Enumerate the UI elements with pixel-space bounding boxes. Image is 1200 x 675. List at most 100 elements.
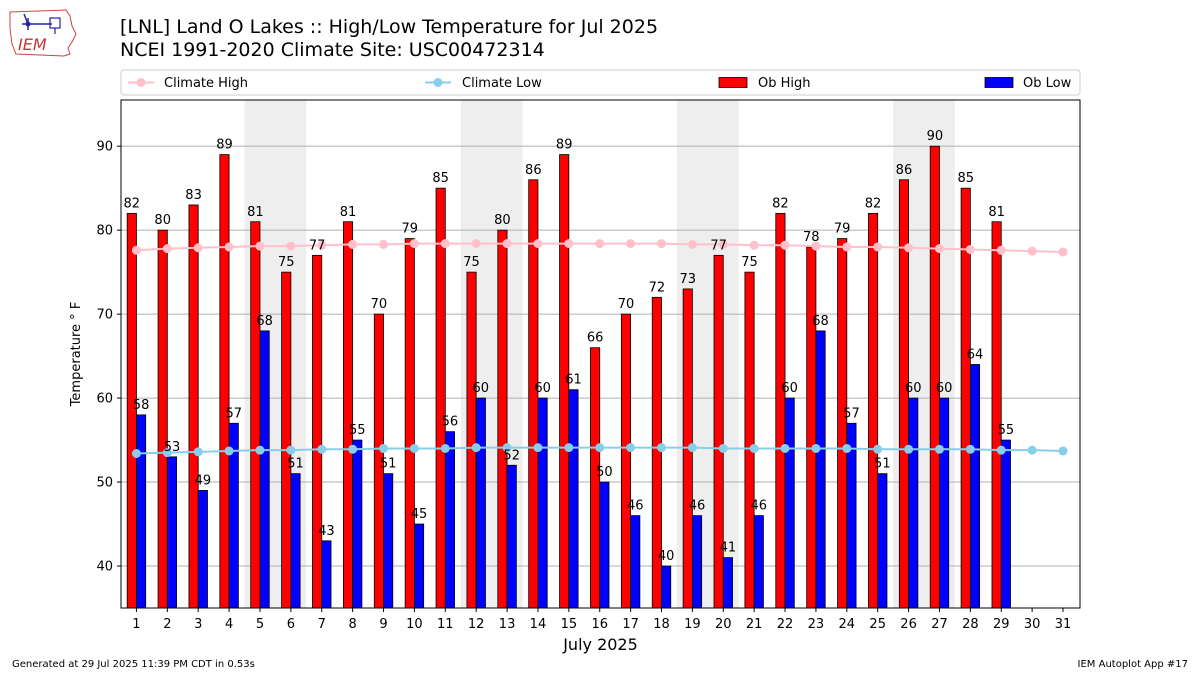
y-tick-label: 70 [96,308,113,323]
climate-low-point [502,443,512,453]
climate-low-point [656,443,666,453]
legend-ob-high-label: Ob High [758,76,811,91]
climate-low-point [379,443,389,453]
x-tick-label: 3 [194,617,202,632]
legend-climate-low-marker [433,78,443,87]
legend-ob-low-label: Ob Low [1023,76,1072,91]
climate-high-point [379,239,389,249]
ob-high-bar [404,238,415,609]
climate-high-point [348,239,358,249]
ob-low-label: 51 [874,457,891,472]
ob-high-label: 82 [865,196,882,211]
ob-low-label: 56 [442,415,459,430]
ob-low-bar [630,515,641,609]
climate-low-point [842,443,852,453]
ob-low-bar [475,397,486,609]
climate-low-point [811,443,821,453]
ob-high-label: 80 [154,213,171,228]
ob-high-bar [188,204,199,609]
ob-high-bar [744,271,755,609]
ob-high-label: 66 [587,331,604,346]
ob-high-bar [219,154,230,609]
ob-low-label: 41 [720,541,737,556]
climate-high-point [471,239,481,249]
legend-ob-high-swatch [718,77,748,88]
climate-low-point [718,443,728,453]
ob-high-label: 89 [216,138,233,153]
ob-low-bar [383,473,394,609]
climate-high-point [626,239,636,249]
ob-high-label: 75 [278,255,295,270]
climate-low-point [595,443,605,453]
climate-low-point [873,444,883,454]
climate-low-point [255,445,265,455]
climate-low-point [533,443,543,453]
ob-low-bar [197,490,208,609]
climate-low-point [317,444,327,454]
climate-low-point [193,447,203,457]
x-tick-label: 17 [622,617,639,632]
ob-low-label: 68 [812,314,829,329]
x-axis-label: July 2025 [562,635,638,654]
x-tick-label: 19 [684,617,701,632]
ob-high-bar [342,221,354,609]
ob-low-label: 46 [751,499,768,514]
ob-high-bar [157,229,168,609]
climate-high-point [595,239,605,249]
legend-climate-high-marker [136,78,146,87]
ob-high-bar [466,271,477,609]
x-tick-label: 9 [379,617,387,632]
ob-high-bar [281,271,292,609]
ob-low-bar [537,397,548,609]
climate-high-point [317,240,327,250]
ob-high-label: 73 [679,272,696,287]
ob-low-bar [691,515,703,609]
climate-low-point [934,444,944,454]
climate-low-point [348,444,358,454]
climate-low-point [749,443,759,453]
climate-high-point [873,242,883,252]
generated-timestamp: Generated at 29 Jul 2025 11:39 PM CDT in… [12,659,255,670]
ob-high-label: 85 [432,171,449,186]
ob-high-label: 77 [309,238,326,253]
climate-low-point [162,448,172,458]
ob-low-bar [321,540,332,609]
climate-high-point [286,241,296,251]
climate-high-point [193,243,203,253]
x-tick-label: 31 [1055,617,1072,632]
ob-low-label: 51 [380,457,397,472]
y-tick-label: 90 [96,140,113,155]
ob-low-label: 60 [905,381,922,396]
climate-low-point [224,446,234,456]
climate-low-point [780,443,790,453]
ob-low-label: 64 [967,347,984,362]
climate-high-point [842,242,852,252]
ob-high-label: 79 [834,222,851,237]
ob-low-bar [290,473,301,609]
ob-high-label: 82 [772,196,789,211]
ob-high-bar [991,221,1002,609]
ob-low-bar [259,330,270,609]
x-tick-label: 5 [256,617,264,632]
ob-low-bar [414,523,425,609]
legend-box [120,69,1081,96]
climate-high-point [255,241,265,251]
y-axis-label: Temperature ° F [69,302,84,408]
ob-low-label: 53 [164,440,181,455]
climate-low-point [440,443,450,453]
climate-high-point [656,239,666,249]
ob-low-label: 57 [843,406,860,421]
climate-high-point [904,243,914,253]
legend-climate-low-label: Climate Low [462,76,542,91]
ob-high-bar [497,229,508,609]
ob-low-bar [599,481,610,609]
plot-frame [120,99,1081,609]
ob-low-label: 46 [689,499,706,514]
x-tick-label: 2 [163,617,171,632]
legend-ob-low-swatch [984,77,1014,88]
climate-low-point [564,443,574,453]
ob-low-bar [815,330,826,609]
x-tick-label: 16 [591,617,608,632]
ob-high-label: 81 [247,205,264,220]
x-tick-label: 24 [839,617,856,632]
